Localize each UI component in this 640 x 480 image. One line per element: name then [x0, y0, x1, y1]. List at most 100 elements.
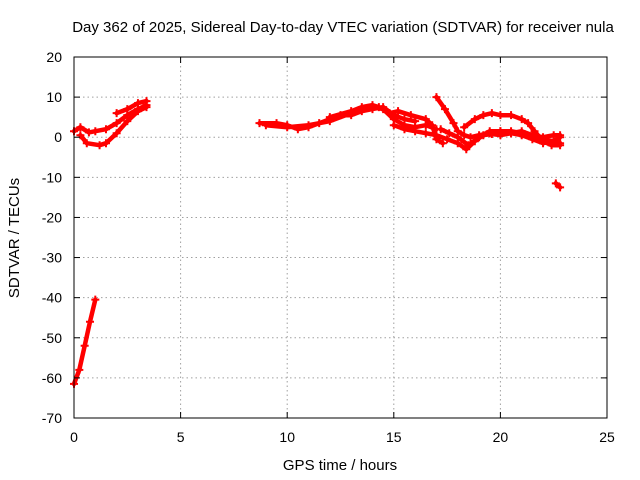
data-point: [76, 123, 85, 132]
data-point: [385, 109, 394, 118]
data-point: [462, 145, 471, 154]
data-point: [283, 123, 292, 132]
data-point: [436, 125, 445, 134]
tick-layer: 0 5 10 15 20 25 -70 -60 -50 -40 -30 -20 -10 0 10 20: [42, 49, 615, 445]
data-point: [449, 119, 458, 128]
data-point: [496, 111, 505, 120]
data-point: [82, 139, 91, 148]
y-tick-label: -60: [42, 370, 62, 386]
data-point: [438, 139, 447, 148]
data-point: [432, 93, 441, 102]
y-tick-label: -20: [42, 209, 62, 225]
data-point: [507, 111, 516, 120]
x-tick-label: 25: [599, 429, 615, 445]
data-point: [91, 295, 100, 304]
data-point: [487, 109, 496, 118]
x-tick-label: 15: [386, 429, 402, 445]
data-point: [133, 99, 142, 108]
series-line: [114, 98, 149, 116]
data-point: [304, 121, 313, 130]
y-tick-label: -30: [42, 250, 62, 266]
data-point: [325, 113, 334, 122]
series-arc-11: [436, 125, 565, 150]
y-tick-label: 20: [46, 49, 62, 65]
data-point: [539, 133, 548, 142]
data-point: [112, 109, 121, 118]
data-point: [485, 127, 494, 136]
data-point: [551, 179, 560, 188]
data-point: [75, 365, 84, 374]
data-point: [357, 103, 366, 112]
x-tick-label: 0: [70, 429, 78, 445]
y-tick-label: -10: [42, 169, 62, 185]
data-point: [464, 141, 473, 150]
data-point: [547, 141, 556, 150]
data-point: [261, 121, 270, 130]
data-point: [255, 119, 264, 128]
data-point: [479, 111, 488, 120]
data-point: [101, 125, 110, 134]
data-point: [475, 133, 484, 142]
data-point: [517, 127, 526, 136]
series-layer: [70, 93, 565, 388]
data-point: [421, 129, 430, 138]
y-tick-label: 0: [54, 129, 62, 145]
data-point: [496, 127, 505, 136]
data-point: [142, 97, 151, 106]
series-arc-10: [460, 109, 565, 150]
y-axis-label: SDTVAR / TECUs: [6, 178, 23, 298]
x-tick-label: 10: [279, 429, 295, 445]
series-arc-12: [551, 179, 565, 192]
data-point: [453, 133, 462, 142]
series-arc-7: [325, 101, 447, 148]
y-tick-label: -40: [42, 290, 62, 306]
data-point: [95, 141, 104, 150]
data-point: [374, 103, 383, 112]
data-point: [411, 127, 420, 136]
y-tick-label: 10: [46, 89, 62, 105]
data-point: [133, 107, 142, 116]
data-point: [394, 107, 403, 116]
data-point: [460, 131, 469, 140]
data-point: [80, 341, 89, 350]
data-point: [84, 128, 93, 137]
data-point: [528, 131, 537, 140]
data-point: [556, 131, 565, 140]
data-point: [85, 317, 94, 326]
data-point: [517, 115, 526, 124]
data-point: [466, 133, 475, 142]
data-point: [556, 183, 565, 192]
data-point: [400, 125, 409, 134]
data-point: [556, 141, 565, 150]
data-point: [123, 117, 132, 126]
data-point: [507, 129, 516, 138]
series-arc-3: [76, 103, 151, 150]
data-point: [112, 129, 121, 138]
data-point: [440, 105, 449, 114]
data-point: [421, 115, 430, 124]
data-point: [445, 129, 454, 138]
data-point: [101, 139, 110, 148]
data-point: [76, 131, 85, 140]
data-point: [112, 119, 121, 128]
plot-frame: [73, 56, 608, 419]
grid-layer: [74, 57, 607, 418]
data-point: [91, 127, 100, 136]
y-tick-label: -50: [42, 330, 62, 346]
series-arc-1: [70, 295, 100, 388]
data-point: [428, 121, 437, 130]
series-arc-4: [112, 97, 151, 118]
data-point: [368, 101, 377, 110]
data-point: [443, 135, 452, 144]
data-point: [123, 105, 132, 114]
data-point: [432, 131, 441, 140]
x-tick-label: 20: [493, 429, 509, 445]
data-point: [470, 115, 479, 124]
chart-title: Day 362 of 2025, Sidereal Day-to-day VTE…: [72, 19, 614, 36]
y-tick-label: -70: [42, 410, 62, 426]
x-tick-label: 5: [177, 429, 185, 445]
x-axis-label: GPS time / hours: [283, 457, 397, 474]
data-point: [524, 119, 533, 128]
